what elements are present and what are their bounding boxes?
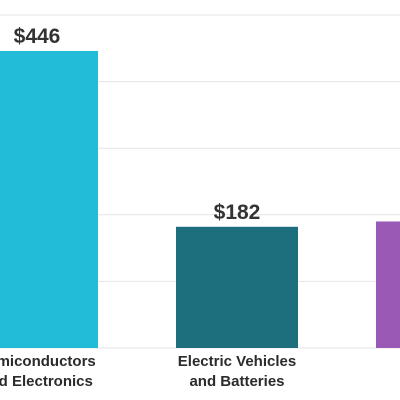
category-label-line: Electric Vehicles [178,353,296,370]
bar-0 [0,50,98,349]
category-label-line: and Electronics [0,373,93,390]
bars [0,50,400,349]
category-label-line: and Batteries [189,373,284,390]
value-label-1: $182 [214,201,261,224]
value-labels: $446 $182 [14,25,261,224]
bar-1 [176,226,298,348]
category-label-0: Semiconductors and Electronics [0,353,96,390]
category-labels: Semiconductors and Electronics Electric Ve… [0,353,296,390]
category-label-1: Electric Vehicles and Batteries [178,353,296,390]
value-label-0: $446 [14,25,61,48]
bar-2 [376,221,400,348]
category-label-line: Semiconductors [0,353,96,370]
